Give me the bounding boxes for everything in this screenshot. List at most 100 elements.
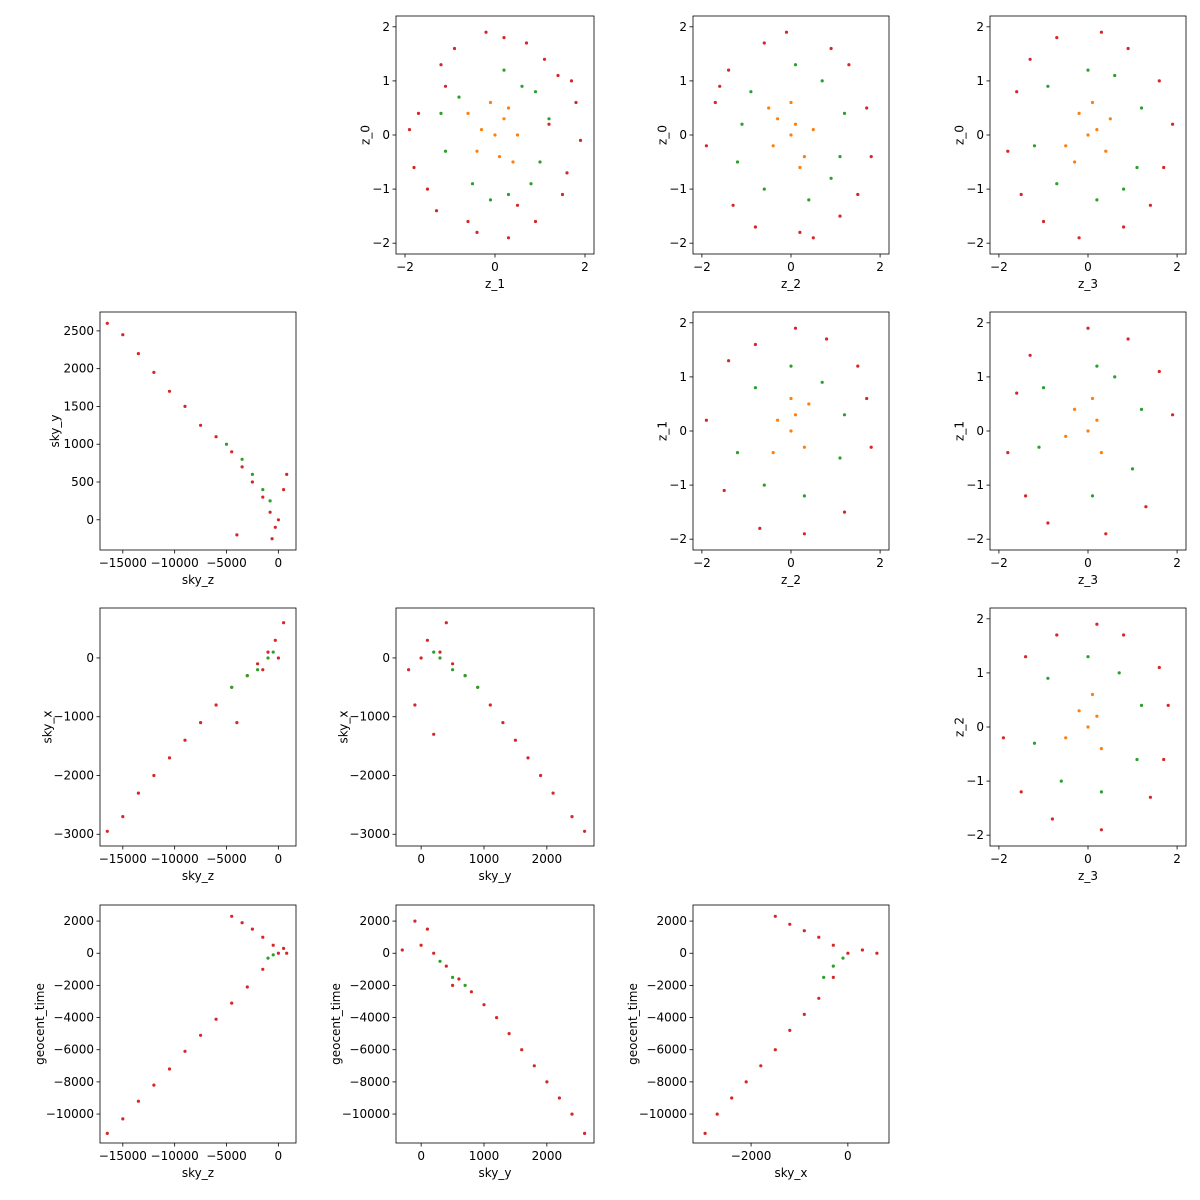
y-tick-label: 1500 — [63, 399, 94, 413]
data-point — [1099, 30, 1103, 34]
y-tick-label: 2000 — [656, 914, 687, 928]
data-point — [1095, 714, 1099, 718]
data-point — [502, 117, 506, 121]
y-axis-label: z_0 — [952, 125, 966, 145]
data-point — [1050, 817, 1054, 821]
data-point — [1055, 36, 1059, 40]
y-tick-label: −1 — [966, 774, 984, 788]
y-tick-label: −1 — [669, 182, 687, 196]
x-tick-label: 2 — [876, 556, 884, 570]
y-tick-label: 2 — [976, 612, 984, 626]
data-point — [753, 386, 758, 390]
data-point — [235, 721, 239, 725]
data-point — [439, 111, 443, 115]
data-point — [261, 495, 265, 499]
x-tick-label: −10000 — [151, 852, 199, 866]
y-tick-label: −2 — [966, 532, 984, 546]
data-point — [250, 927, 254, 931]
data-point — [793, 63, 798, 67]
y-tick-label: 2000 — [63, 914, 94, 928]
data-point — [574, 100, 578, 105]
data-point — [856, 192, 860, 197]
y-tick-label: −8000 — [646, 1075, 687, 1089]
data-point — [793, 122, 798, 126]
subplot-5: −2 0 2 −2 −1 0 1 2 z_3 z_1 — [952, 311, 1187, 587]
data-point — [731, 203, 735, 207]
data-point — [425, 187, 430, 191]
data-point — [569, 79, 574, 83]
x-tick-label: 0 — [275, 852, 283, 866]
data-point — [822, 975, 826, 980]
data-point — [1099, 790, 1103, 794]
data-point — [438, 959, 442, 963]
x-tick-label: 2 — [876, 260, 884, 274]
data-point — [789, 429, 793, 433]
data-point — [817, 996, 821, 1000]
data-point — [1099, 828, 1103, 832]
y-tick-label: −1 — [372, 182, 390, 196]
data-point — [1157, 665, 1161, 670]
data-point — [1122, 633, 1126, 637]
data-point — [1015, 391, 1019, 395]
x-axis-label: z_2 — [781, 573, 801, 587]
y-axis-label: z_2 — [952, 717, 966, 737]
data-point — [767, 106, 771, 110]
data-point — [245, 985, 249, 989]
y-tick-label: −10000 — [639, 1107, 687, 1121]
x-tick-label: 2 — [1173, 852, 1181, 866]
data-point — [413, 919, 417, 923]
data-point — [1095, 418, 1099, 422]
data-point — [506, 192, 511, 197]
data-point — [793, 326, 798, 330]
x-tick-label: 0 — [1084, 852, 1092, 866]
x-tick-label: −15000 — [99, 852, 147, 866]
data-point — [457, 95, 461, 99]
x-tick-label: −2 — [990, 556, 1008, 570]
y-axis-label: sky_x — [41, 711, 55, 744]
data-point — [753, 342, 758, 347]
data-point — [493, 133, 497, 137]
data-point — [718, 84, 722, 88]
data-point — [1046, 676, 1050, 680]
data-point — [1126, 46, 1130, 51]
data-point — [245, 674, 249, 678]
data-point — [121, 1117, 125, 1121]
x-tick-label: −5000 — [206, 852, 247, 866]
data-point — [776, 418, 780, 422]
x-tick-label: 0 — [275, 1149, 283, 1163]
x-axis-label: z_3 — [1078, 869, 1098, 883]
x-tick-label: −2 — [990, 852, 1008, 866]
data-point — [802, 445, 807, 449]
data-point — [199, 423, 203, 427]
data-point — [466, 219, 470, 224]
data-point — [105, 321, 109, 325]
data-point — [762, 41, 766, 45]
data-point — [105, 1131, 109, 1135]
data-point — [856, 364, 860, 368]
scatter-points — [1001, 622, 1170, 832]
data-point — [261, 488, 265, 492]
scatter-points — [407, 30, 583, 240]
data-point — [463, 674, 467, 678]
y-tick-label: 1000 — [63, 437, 94, 451]
x-tick-label: −15000 — [99, 1149, 147, 1163]
data-point — [1104, 149, 1108, 153]
y-tick-label: 0 — [976, 720, 984, 734]
data-point — [1055, 633, 1059, 637]
y-tick-label: −2000 — [349, 978, 390, 992]
data-point — [838, 214, 842, 218]
data-point — [1086, 429, 1090, 433]
data-point — [276, 656, 280, 660]
y-tick-label: 2 — [382, 20, 390, 34]
data-point — [1166, 703, 1170, 708]
data-point — [432, 650, 436, 654]
data-point — [1064, 144, 1068, 148]
data-point — [1144, 505, 1148, 509]
data-point — [1046, 521, 1050, 525]
y-tick-label: 0 — [382, 946, 390, 960]
data-point — [570, 815, 574, 819]
y-tick-label: −2 — [372, 236, 390, 250]
x-tick-label: 0 — [844, 1149, 852, 1163]
y-axis-label: sky_y — [48, 415, 62, 448]
data-point — [438, 650, 442, 654]
